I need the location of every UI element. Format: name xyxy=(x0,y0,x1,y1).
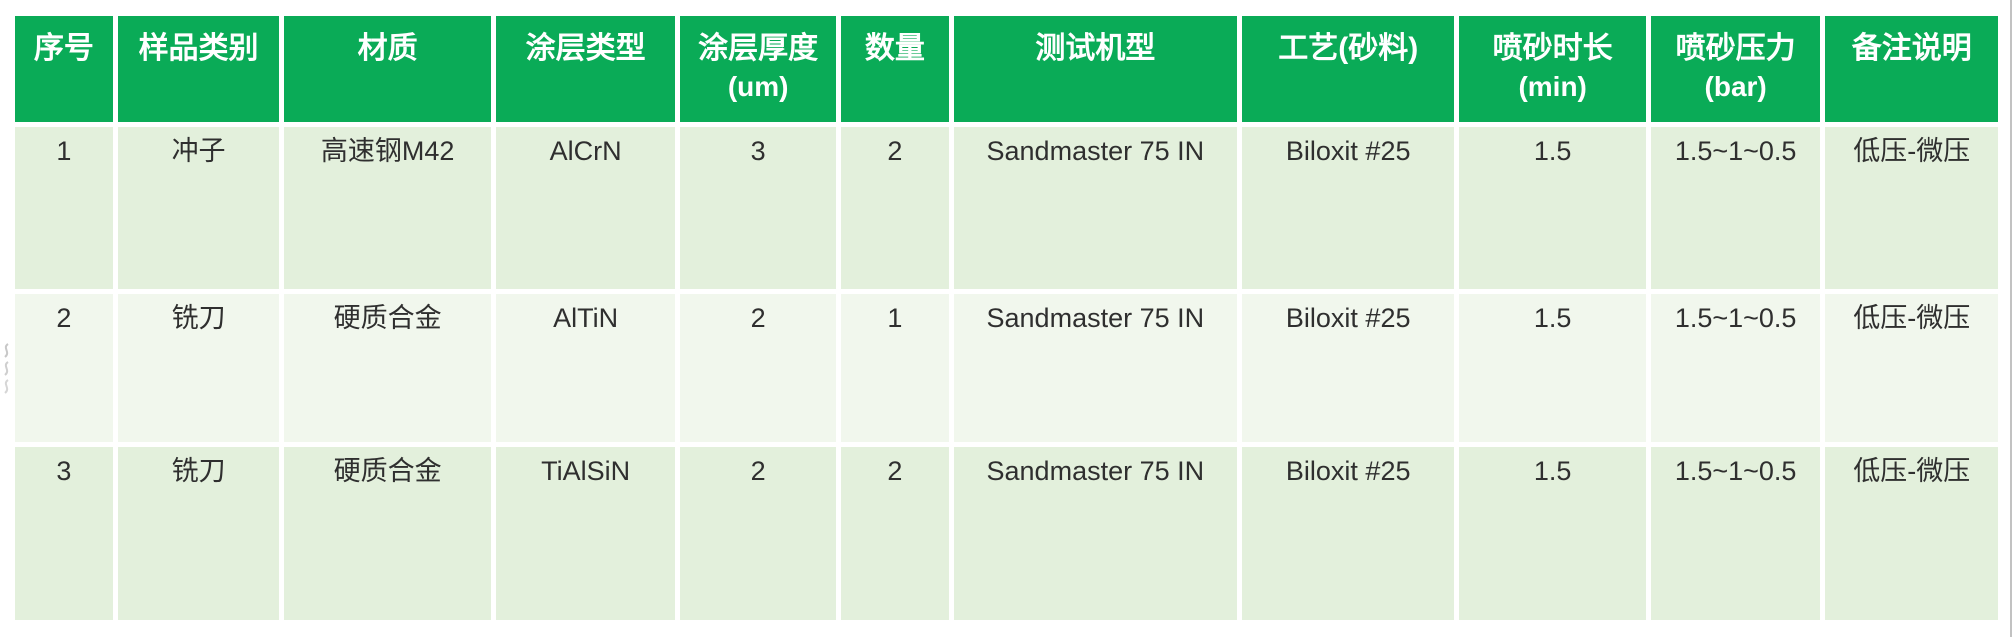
header-label: 工艺(砂料) xyxy=(1278,32,1419,65)
header-label: 喷砂压力 xyxy=(1675,32,1796,65)
header-cell: 备注说明 xyxy=(1820,11,2003,127)
header-sublabel: (um) xyxy=(727,71,789,102)
table-cell: 低压-微压 xyxy=(1820,442,2003,625)
header-row: 序号 样品类别 材质 涂层类型 涂层厚度 (um) 数量 测试机型 工艺(砂料) 喷砂时长 (min… xyxy=(10,11,2003,127)
table-cell: 1.5~1~0.5 xyxy=(1645,122,1826,294)
table-cell: 2 xyxy=(675,289,841,447)
table-cell: 硬质合金 xyxy=(279,289,496,447)
table-row: 2 铣刀 硬质合金 AlTiN 2 1 Sandmaster 75 IN Biloxit #2… xyxy=(10,289,2003,447)
left-edge-artifact xyxy=(4,343,9,394)
sandblasting-test-table: 序号 样品类别 材质 涂层类型 涂层厚度 (um) 数量 测试机型 工艺(砂料) 喷砂时长 (min… xyxy=(10,11,2003,625)
header-cell: 涂层类型 xyxy=(490,11,681,127)
table-cell: 3 xyxy=(675,122,841,294)
table-cell: 1.5 xyxy=(1454,289,1651,447)
screen-right-border xyxy=(2010,0,2012,637)
header-sublabel: (min) xyxy=(1518,71,1587,102)
header-label: 数量 xyxy=(864,32,925,65)
table-cell: Sandmaster 75 IN xyxy=(948,442,1242,625)
table-row: 1 冲子 高速钢M42 AlCrN 3 2 Sandmaster 75 IN Biloxit … xyxy=(10,122,2003,294)
table-cell: 2 xyxy=(835,442,954,625)
table-cell: Biloxit #25 xyxy=(1236,442,1460,625)
table-cell: Biloxit #25 xyxy=(1236,122,1460,294)
header-label: 涂层厚度 xyxy=(698,32,819,65)
header-label: 涂层类型 xyxy=(525,32,646,65)
table-cell: 1.5~1~0.5 xyxy=(1645,442,1826,625)
table-cell: Sandmaster 75 IN xyxy=(948,289,1242,447)
header-label: 序号 xyxy=(33,32,94,65)
table-cell: 1 xyxy=(835,289,954,447)
header-label: 样品类别 xyxy=(138,32,259,65)
table-cell: 2 xyxy=(835,122,954,294)
table-body: 1 冲子 高速钢M42 AlCrN 3 2 Sandmaster 75 IN Biloxit … xyxy=(10,122,2003,625)
header-sublabel: (bar) xyxy=(1704,71,1767,102)
header-cell: 材质 xyxy=(279,11,496,127)
header-cell: 涂层厚度 (um) xyxy=(675,11,841,127)
table-cell: 低压-微压 xyxy=(1820,122,2003,294)
header-cell: 喷砂时长 (min) xyxy=(1454,11,1651,127)
table-cell: 1 xyxy=(10,122,118,294)
table-cell: AlTiN xyxy=(490,289,681,447)
table-cell: 1.5 xyxy=(1454,442,1651,625)
header-cell: 测试机型 xyxy=(948,11,1242,127)
table-cell: 硬质合金 xyxy=(279,442,496,625)
table-cell: 低压-微压 xyxy=(1820,289,2003,447)
header-cell: 工艺(砂料) xyxy=(1236,11,1460,127)
table-cell: 3 xyxy=(10,442,118,625)
table-cell: 冲子 xyxy=(112,122,285,294)
table-cell: AlCrN xyxy=(490,122,681,294)
table-cell: 铣刀 xyxy=(112,289,285,447)
header-cell: 数量 xyxy=(835,11,954,127)
table-cell: 铣刀 xyxy=(112,442,285,625)
header-cell: 喷砂压力 (bar) xyxy=(1645,11,1826,127)
header-label: 材质 xyxy=(357,32,418,65)
table-cell: TiAlSiN xyxy=(490,442,681,625)
table-cell: 1.5~1~0.5 xyxy=(1645,289,1826,447)
table-cell: 2 xyxy=(10,289,118,447)
header-label: 喷砂时长 xyxy=(1492,32,1613,65)
table-cell: 1.5 xyxy=(1454,122,1651,294)
header-cell: 样品类别 xyxy=(112,11,285,127)
table-header: 序号 样品类别 材质 涂层类型 涂层厚度 (um) 数量 测试机型 工艺(砂料) 喷砂时长 (min… xyxy=(10,11,2003,127)
table-cell: 2 xyxy=(675,442,841,625)
table-cell: Sandmaster 75 IN xyxy=(948,122,1242,294)
table-cell: Biloxit #25 xyxy=(1236,289,1460,447)
header-cell: 序号 xyxy=(10,11,118,127)
header-label: 测试机型 xyxy=(1035,32,1156,65)
header-label: 备注说明 xyxy=(1851,32,1972,65)
table-row: 3 铣刀 硬质合金 TiAlSiN 2 2 Sandmaster 75 IN Biloxit … xyxy=(10,442,2003,625)
table-cell: 高速钢M42 xyxy=(279,122,496,294)
